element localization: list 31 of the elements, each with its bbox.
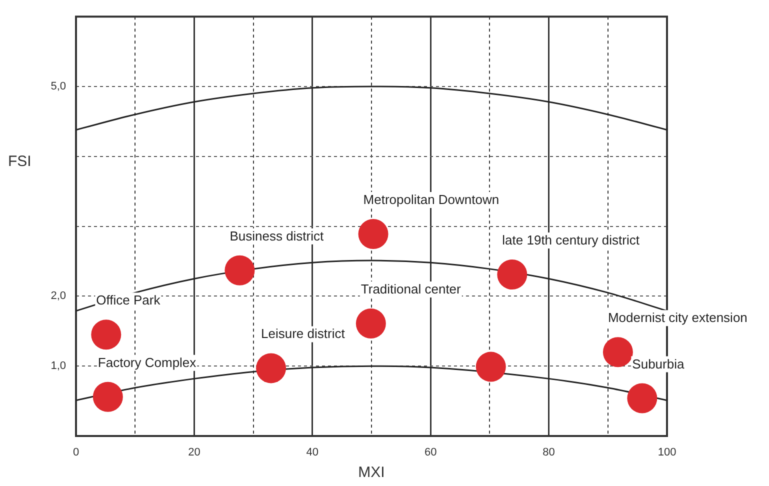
y-tick-label: 5,0 [50,80,66,93]
annotation: Office Park [96,292,161,308]
point [356,308,386,338]
point [256,353,286,384]
point [602,337,633,368]
line-series [76,86,667,131]
x-tick-label: 20 [188,446,200,459]
y-tick-label: 2,0 [50,290,66,302]
point [476,352,506,382]
x-tick-label: 0 [72,446,80,459]
annotation: Suburbia [632,356,685,372]
point [92,382,123,412]
point [627,383,658,414]
y-tick-label: 1,0 [50,360,66,372]
annotation: Business district [230,228,324,244]
annotation: Metropolitan Downtown [363,192,500,207]
annotation: Leisure district [261,326,346,342]
point [497,260,528,290]
x-tick-label: 40 [306,446,319,459]
x-tick-label: 80 [542,446,555,459]
annotation: late 19th century district [502,232,640,248]
annotation: Modernist city extension [608,310,748,326]
annotation: Traditional center [360,281,462,296]
x-tick-label: 100 [658,446,676,459]
point [91,320,122,350]
annotation: Factory Complex [98,354,197,370]
point [358,218,388,249]
x-tick-label: 60 [424,446,437,459]
x-axis-title: MXI [358,464,385,481]
y-axis-title: FSI [8,153,32,170]
point [224,255,255,286]
